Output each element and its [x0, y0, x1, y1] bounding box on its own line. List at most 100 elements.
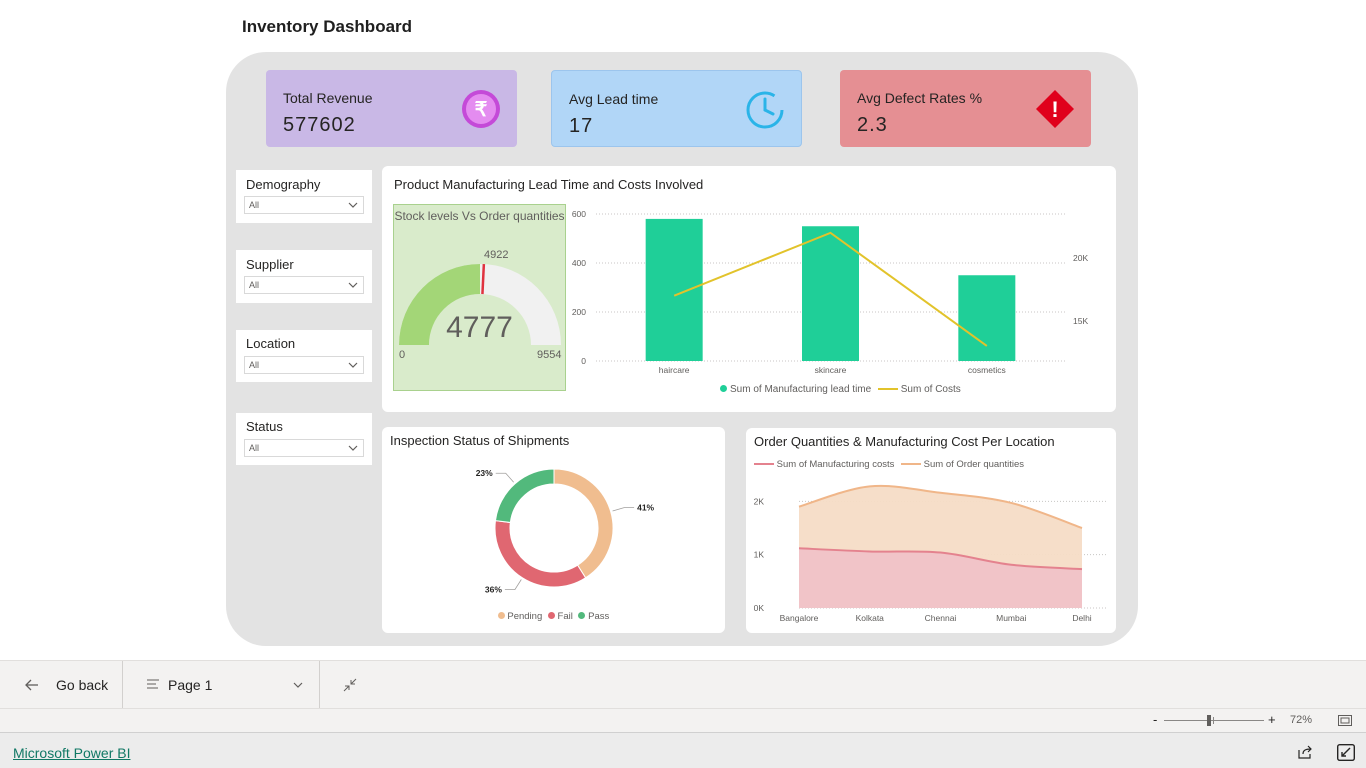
x-tick-label: Chennai [925, 613, 957, 623]
y2-tick-label: 20K [1073, 253, 1088, 263]
zoom-slider-track[interactable] [1164, 720, 1264, 721]
slicer-supplier: Supplier All [236, 250, 372, 303]
costs-line [673, 231, 988, 347]
chevron-down-icon [348, 282, 358, 288]
zoom-in-button[interactable]: + [1268, 712, 1276, 727]
page-label: Page 1 [168, 677, 213, 693]
slicer-value: All [249, 280, 260, 290]
kpi-value: 577602 [283, 114, 356, 136]
fullscreen-icon[interactable] [1337, 744, 1355, 761]
label-leader [504, 579, 522, 591]
slicer-dropdown[interactable]: All [244, 439, 364, 457]
y-tick-label: 2K [754, 496, 765, 506]
x-tick-label: Kolkata [856, 613, 885, 623]
legend-item: Fail [557, 611, 573, 622]
donut-slice [494, 468, 555, 524]
area-legend: Sum of Manufacturing costs Sum of Order … [754, 459, 1024, 470]
data-label: 41% [637, 503, 654, 513]
slicer-title: Location [246, 336, 296, 351]
arrow-left-icon [25, 679, 38, 691]
zoom-level: 72% [1290, 714, 1313, 726]
legend-item-bar: Sum of Manufacturing lead time [730, 384, 872, 395]
slicer-value: All [249, 443, 260, 453]
legend-item: Pending [507, 611, 543, 622]
page-navigation-bar: Go back Page 1 [0, 660, 1366, 709]
slicer-value: All [249, 360, 260, 370]
page-selector[interactable]: Page 1 [123, 661, 319, 709]
slicer-title: Demography [246, 177, 321, 192]
collapse-icon[interactable] [343, 678, 357, 692]
slicer-status: Status All [236, 413, 372, 465]
go-back-label: Go back [56, 677, 109, 693]
legend-item: Sum of Manufacturing costs [776, 459, 895, 470]
kpi-total-revenue[interactable]: Total Revenue 577602 ₹ [266, 70, 517, 147]
chevron-down-icon [348, 202, 358, 208]
slicer-title: Supplier [246, 257, 294, 272]
gauge-min-label: 0 [399, 349, 406, 361]
y-tick-label: 200 [572, 307, 586, 317]
x-tick-label: cosmetics [968, 365, 1006, 375]
gauge-svg [399, 264, 561, 345]
y2-tick-label: 15K [1073, 316, 1088, 326]
svg-text:₹: ₹ [475, 99, 488, 121]
clock-icon [746, 91, 784, 129]
legend-marker [547, 612, 555, 619]
x-tick-label: Delhi [1072, 613, 1091, 623]
area-fill [799, 548, 1082, 608]
zoom-out-button[interactable]: - [1153, 712, 1158, 727]
bar [802, 226, 859, 361]
slicer-location: Location All [236, 330, 372, 382]
zoom-bar: - + 72% [0, 708, 1366, 732]
legend-marker [754, 463, 774, 466]
area-chart[interactable]: 0K 1K 2K Bangalore Kolkata Chennai Mumbai Delhi [746, 472, 1116, 630]
donut-legend: Pending Fail Pass [382, 611, 725, 622]
power-bi-link[interactable]: Microsoft Power BI [13, 745, 131, 761]
label-leader [612, 507, 635, 512]
legend-marker [578, 612, 586, 619]
slicer-dropdown[interactable]: All [244, 196, 364, 214]
kpi-label: Total Revenue [283, 90, 373, 106]
data-label: 36% [485, 585, 502, 595]
gauge-target-marker [481, 264, 486, 295]
x-tick-label: Mumbai [996, 613, 1026, 623]
chevron-down-icon [293, 682, 303, 688]
inspection-status-card[interactable]: Inspection Status of Shipments 41% 36% 23%… [382, 427, 725, 633]
legend-item-line: Sum of Costs [900, 384, 961, 395]
slicer-value: All [249, 200, 260, 210]
combo-legend: Sum of Manufacturing lead time Sum of Co… [568, 384, 1113, 395]
area-line [798, 547, 1083, 571]
list-icon [147, 679, 159, 689]
data-label: 23% [476, 468, 493, 478]
combo-chart[interactable]: 0 200 400 600 15K 20K haircare skincare cosmetic… [568, 204, 1113, 400]
legend-marker [877, 388, 898, 391]
location-cost-card[interactable]: Order Quantities & Manufacturing Cost Pe… [746, 428, 1116, 633]
lead-time-costs-card[interactable]: Product Manufacturing Lead Time and Cost… [382, 166, 1116, 412]
gauge-max-label: 9554 [537, 349, 562, 361]
y-tick-label: 1K [754, 550, 765, 560]
gauge-title: Stock levels Vs Order quantities [394, 209, 565, 223]
y-tick-label: 0 [581, 356, 586, 366]
slicer-dropdown[interactable]: All [244, 276, 364, 294]
area-line [798, 484, 1083, 529]
rupee-icon: ₹ [462, 90, 500, 128]
donut-chart[interactable]: 41% 36% 23% [382, 451, 725, 611]
kpi-avg-defect-rates[interactable]: Avg Defect Rates % 2.3 ! [840, 70, 1091, 147]
slicer-dropdown[interactable]: All [244, 356, 364, 374]
divider [319, 661, 320, 709]
label-leader [495, 472, 514, 483]
kpi-value: 17 [569, 115, 594, 137]
kpi-avg-lead-time[interactable]: Avg Lead time 17 [551, 70, 802, 147]
x-tick-label: haircare [659, 365, 690, 375]
share-icon[interactable] [1298, 745, 1313, 759]
gauge-visual[interactable]: Stock levels Vs Order quantities 4777 49… [393, 204, 566, 391]
legend-item: Sum of Order quantities [923, 459, 1024, 470]
divider [122, 661, 123, 709]
zoom-slider-thumb[interactable] [1207, 715, 1211, 726]
legend-marker [901, 463, 922, 466]
bar [645, 218, 703, 361]
fit-to-page-icon[interactable] [1338, 715, 1352, 726]
gauge-target-label: 4922 [484, 249, 509, 261]
footer: Microsoft Power BI [0, 732, 1366, 768]
go-back-button[interactable]: Go back [0, 661, 123, 709]
legend-marker [720, 385, 728, 392]
